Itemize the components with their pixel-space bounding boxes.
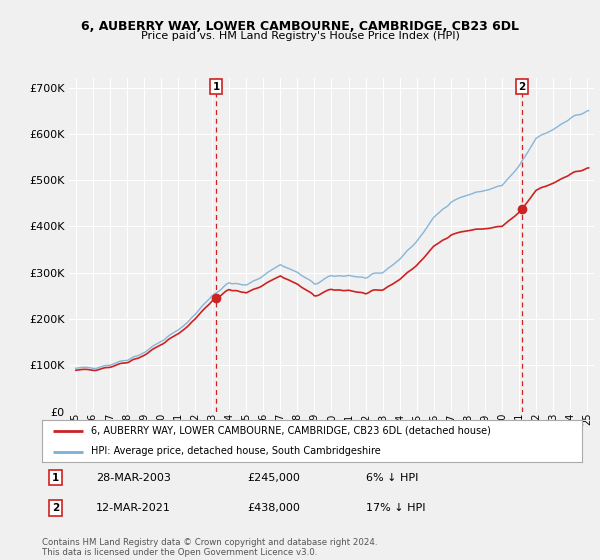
Text: 1: 1 xyxy=(212,82,220,92)
Text: 28-MAR-2003: 28-MAR-2003 xyxy=(96,473,171,483)
Text: Price paid vs. HM Land Registry's House Price Index (HPI): Price paid vs. HM Land Registry's House … xyxy=(140,31,460,41)
Text: HPI: Average price, detached house, South Cambridgeshire: HPI: Average price, detached house, Sout… xyxy=(91,446,380,456)
Text: £245,000: £245,000 xyxy=(247,473,300,483)
Text: 2: 2 xyxy=(518,82,526,92)
Text: 12-MAR-2021: 12-MAR-2021 xyxy=(96,503,171,513)
Text: 1: 1 xyxy=(52,473,59,483)
Text: 17% ↓ HPI: 17% ↓ HPI xyxy=(366,503,425,513)
Text: 6% ↓ HPI: 6% ↓ HPI xyxy=(366,473,418,483)
Text: Contains HM Land Registry data © Crown copyright and database right 2024.
This d: Contains HM Land Registry data © Crown c… xyxy=(42,538,377,557)
Text: 6, AUBERRY WAY, LOWER CAMBOURNE, CAMBRIDGE, CB23 6DL (detached house): 6, AUBERRY WAY, LOWER CAMBOURNE, CAMBRID… xyxy=(91,426,490,436)
Text: £438,000: £438,000 xyxy=(247,503,300,513)
Text: 6, AUBERRY WAY, LOWER CAMBOURNE, CAMBRIDGE, CB23 6DL: 6, AUBERRY WAY, LOWER CAMBOURNE, CAMBRID… xyxy=(81,20,519,32)
Text: 2: 2 xyxy=(52,503,59,513)
